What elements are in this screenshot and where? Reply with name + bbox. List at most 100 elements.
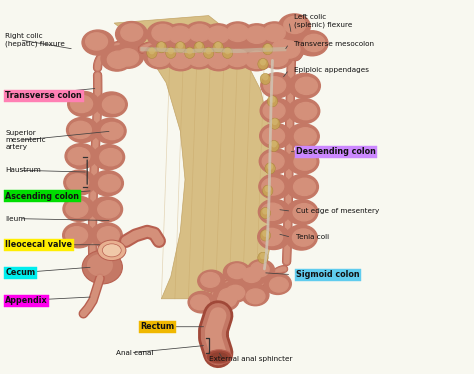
Ellipse shape: [295, 77, 318, 95]
Ellipse shape: [156, 42, 166, 53]
Ellipse shape: [260, 123, 292, 148]
Ellipse shape: [263, 185, 273, 196]
Ellipse shape: [263, 128, 284, 145]
Ellipse shape: [273, 36, 305, 61]
Ellipse shape: [116, 22, 147, 47]
Text: Transverse mesocolon: Transverse mesocolon: [294, 40, 374, 46]
Ellipse shape: [223, 262, 251, 283]
Ellipse shape: [260, 208, 271, 219]
Ellipse shape: [147, 47, 157, 58]
Ellipse shape: [258, 58, 268, 70]
Ellipse shape: [183, 44, 215, 69]
Ellipse shape: [262, 178, 283, 195]
Ellipse shape: [213, 42, 223, 53]
Ellipse shape: [87, 254, 113, 276]
Ellipse shape: [241, 46, 273, 71]
Ellipse shape: [269, 140, 279, 151]
Ellipse shape: [272, 40, 294, 57]
Ellipse shape: [293, 203, 315, 221]
Ellipse shape: [267, 96, 278, 107]
Ellipse shape: [215, 42, 221, 49]
Ellipse shape: [184, 47, 195, 58]
Ellipse shape: [225, 47, 231, 54]
Ellipse shape: [260, 98, 292, 123]
Ellipse shape: [238, 266, 265, 287]
Ellipse shape: [265, 163, 275, 174]
Ellipse shape: [64, 170, 96, 195]
Ellipse shape: [264, 24, 285, 42]
Ellipse shape: [201, 273, 219, 287]
Ellipse shape: [260, 252, 266, 259]
Ellipse shape: [165, 46, 197, 71]
Ellipse shape: [152, 24, 174, 42]
Ellipse shape: [208, 51, 229, 68]
Ellipse shape: [169, 26, 191, 43]
Ellipse shape: [242, 284, 269, 306]
Ellipse shape: [264, 77, 286, 94]
Ellipse shape: [94, 119, 126, 144]
Ellipse shape: [70, 121, 91, 138]
Ellipse shape: [86, 33, 108, 50]
Text: Sigmoid colon: Sigmoid colon: [296, 270, 360, 279]
Ellipse shape: [63, 223, 94, 248]
Ellipse shape: [98, 227, 119, 244]
Ellipse shape: [147, 22, 179, 47]
Ellipse shape: [177, 42, 183, 49]
Ellipse shape: [164, 24, 196, 49]
Ellipse shape: [203, 47, 214, 58]
Ellipse shape: [264, 186, 271, 192]
Ellipse shape: [65, 144, 97, 169]
Ellipse shape: [292, 229, 314, 246]
Ellipse shape: [100, 148, 122, 166]
Ellipse shape: [219, 288, 238, 303]
Ellipse shape: [288, 98, 320, 123]
Ellipse shape: [212, 289, 239, 311]
Ellipse shape: [98, 201, 119, 218]
Ellipse shape: [188, 49, 210, 67]
Ellipse shape: [270, 118, 280, 129]
Ellipse shape: [189, 24, 210, 42]
Ellipse shape: [165, 47, 176, 58]
Ellipse shape: [214, 284, 241, 306]
Ellipse shape: [91, 223, 122, 248]
Ellipse shape: [188, 291, 215, 313]
Ellipse shape: [101, 122, 123, 140]
Ellipse shape: [258, 224, 290, 249]
Ellipse shape: [149, 47, 155, 54]
Polygon shape: [114, 16, 275, 299]
Text: Ileum: Ileum: [5, 216, 26, 222]
Text: Right colic
(hepatic) flexure: Right colic (hepatic) flexure: [5, 33, 65, 47]
Ellipse shape: [285, 225, 317, 250]
Ellipse shape: [202, 24, 234, 49]
Ellipse shape: [82, 30, 114, 55]
Ellipse shape: [262, 74, 268, 80]
Ellipse shape: [258, 199, 290, 224]
Ellipse shape: [287, 149, 319, 174]
Ellipse shape: [241, 24, 273, 49]
Text: Ascending colon: Ascending colon: [5, 192, 80, 201]
Text: Cecum: Cecum: [5, 268, 36, 277]
Ellipse shape: [260, 59, 266, 65]
Ellipse shape: [264, 44, 271, 50]
Ellipse shape: [112, 43, 144, 68]
Ellipse shape: [227, 24, 249, 42]
Ellipse shape: [242, 268, 261, 282]
Ellipse shape: [226, 285, 245, 300]
Ellipse shape: [250, 262, 269, 277]
Ellipse shape: [246, 26, 268, 43]
Ellipse shape: [266, 49, 288, 67]
Ellipse shape: [279, 14, 310, 39]
Text: Rectum: Rectum: [140, 322, 174, 331]
Ellipse shape: [263, 102, 285, 119]
Ellipse shape: [68, 92, 100, 117]
Ellipse shape: [260, 73, 271, 85]
Ellipse shape: [269, 96, 275, 103]
Ellipse shape: [117, 49, 138, 66]
Ellipse shape: [144, 44, 175, 69]
Ellipse shape: [294, 153, 316, 170]
Ellipse shape: [278, 41, 300, 58]
Ellipse shape: [95, 92, 127, 117]
Text: Anal canal: Anal canal: [117, 350, 154, 356]
Ellipse shape: [148, 49, 170, 67]
Ellipse shape: [168, 47, 174, 54]
